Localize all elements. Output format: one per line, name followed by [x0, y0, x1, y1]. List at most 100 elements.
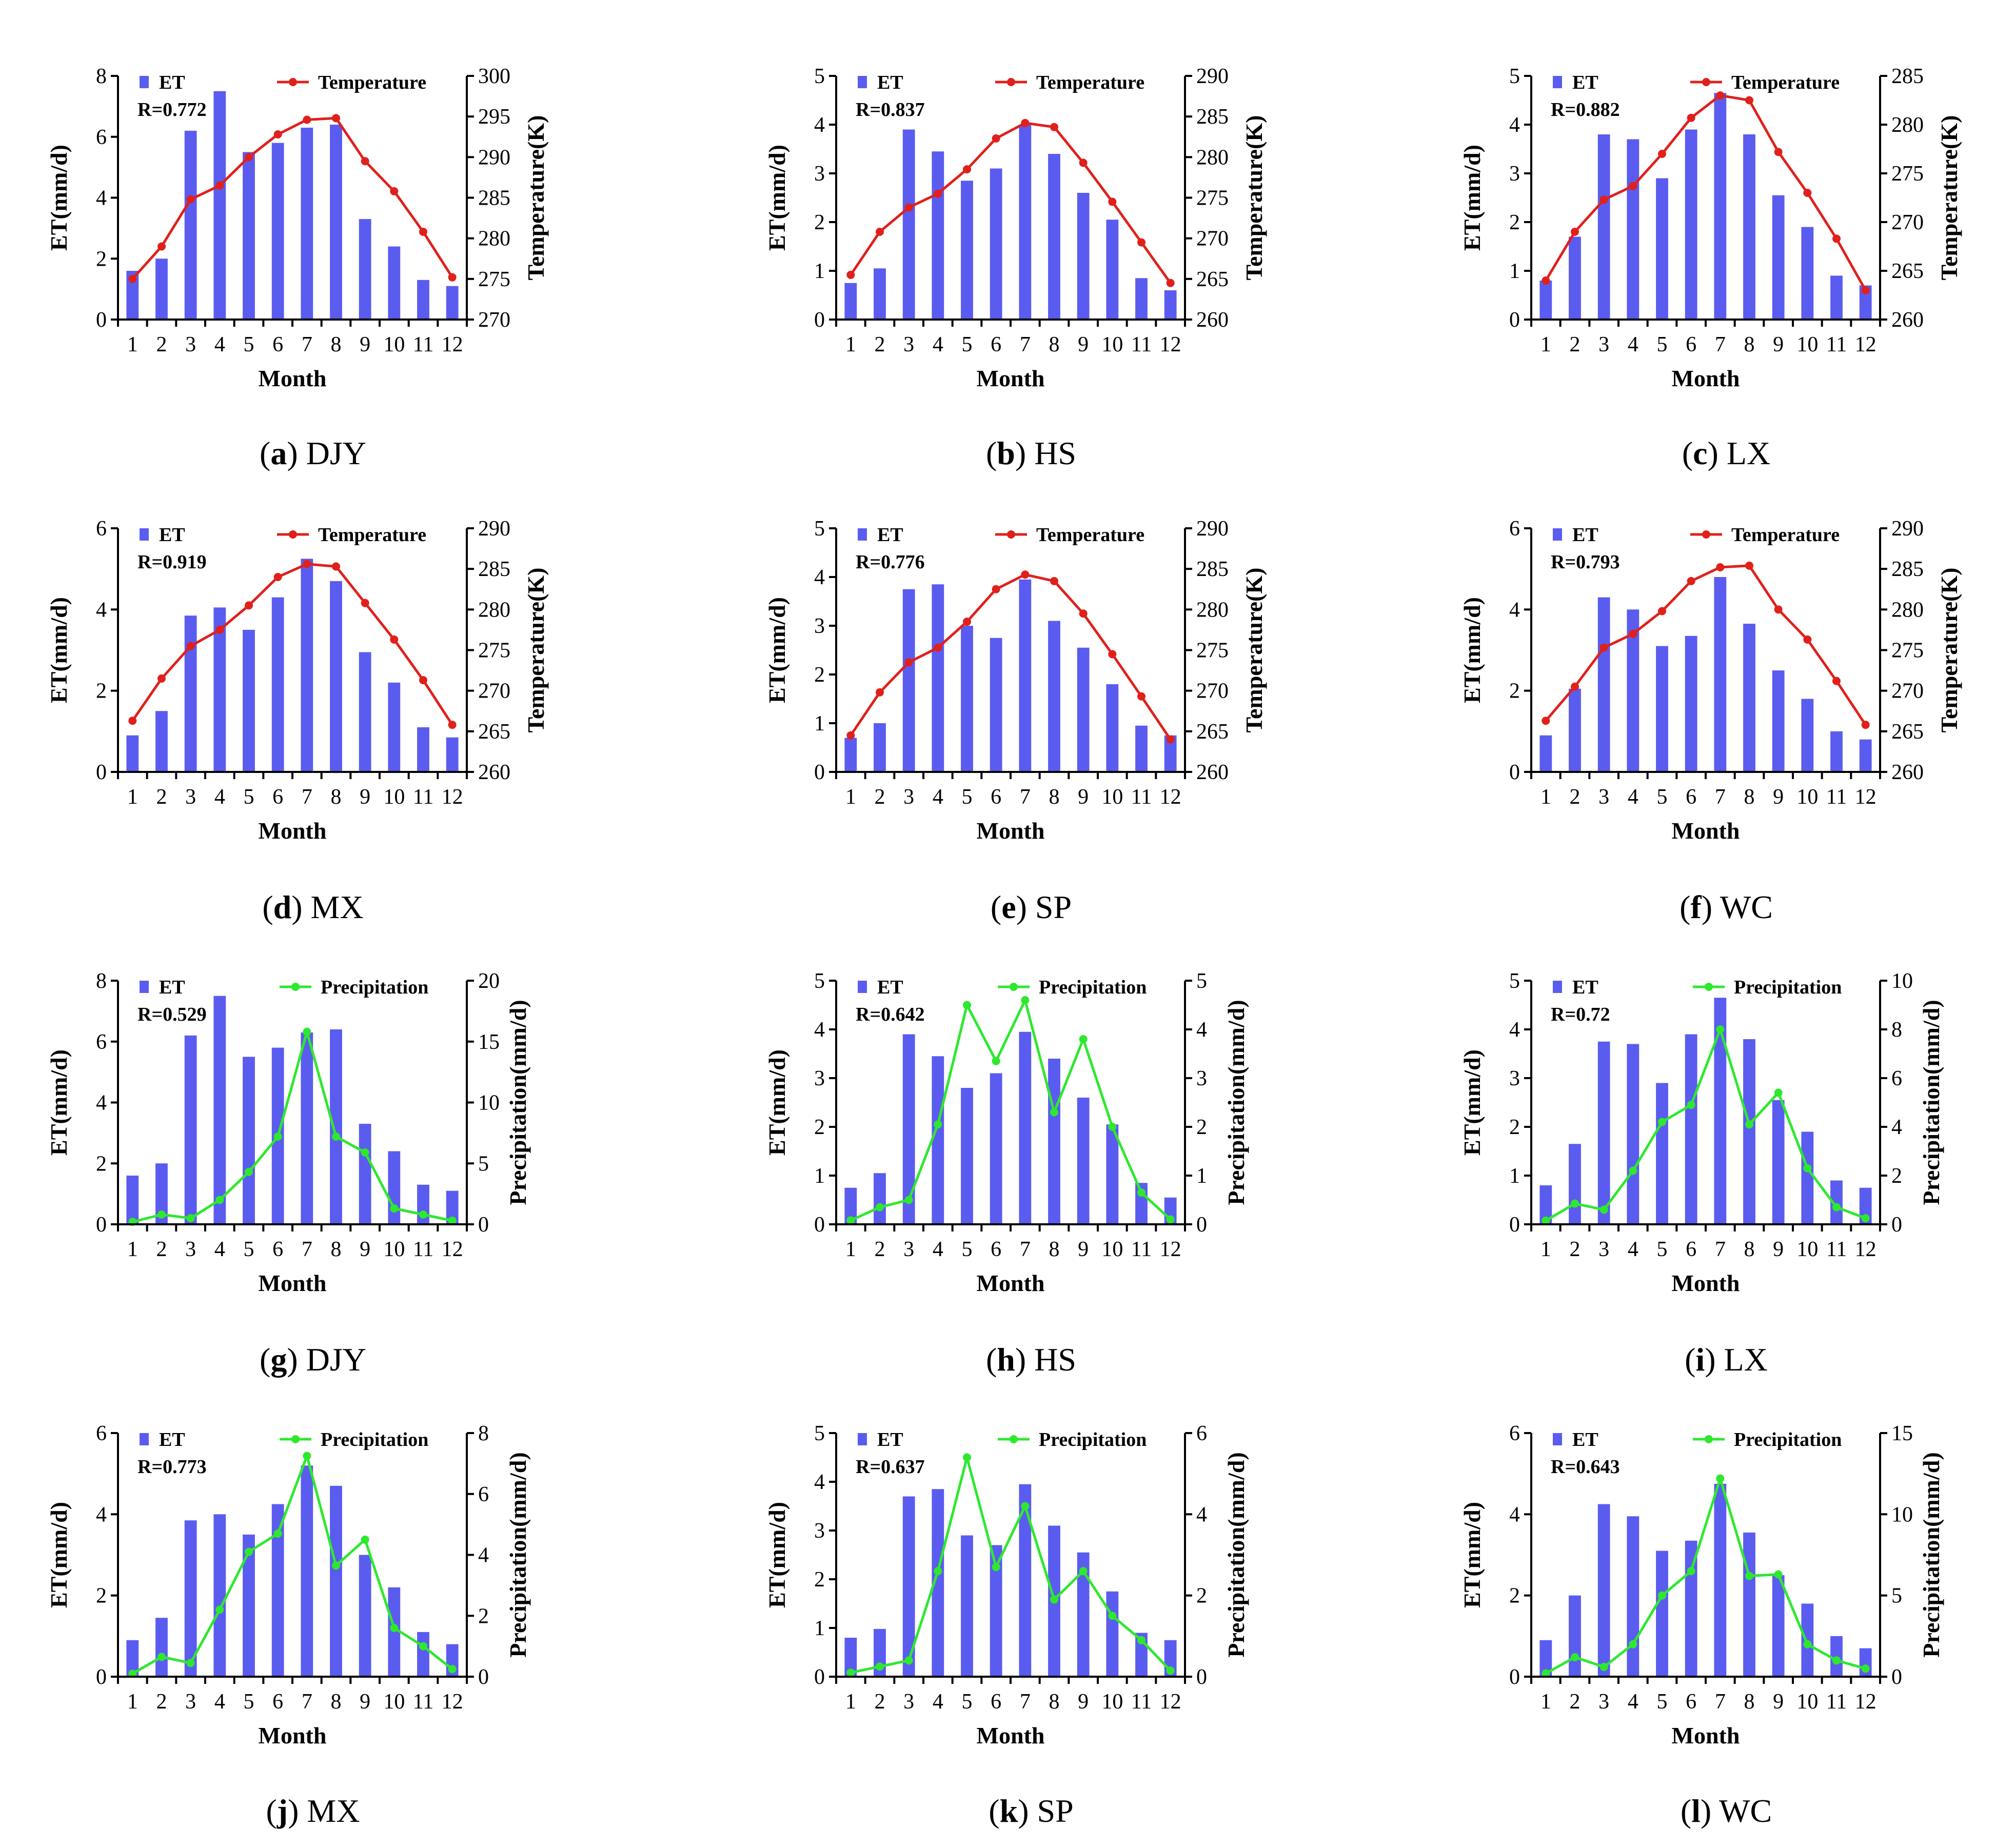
x-tick-label: 1 — [1540, 333, 1551, 356]
temperature-point — [1079, 609, 1088, 618]
et-bar — [1685, 129, 1697, 320]
precipitation-point — [1629, 1640, 1637, 1648]
et-bar — [388, 1151, 401, 1224]
et-bar — [1859, 739, 1872, 772]
legend-et-swatch — [858, 76, 867, 88]
caption-paren: ( — [1680, 889, 1690, 925]
legend-et-swatch — [140, 981, 149, 993]
y-axis-title-left: ET(mm/d) — [46, 1502, 72, 1608]
legend-et-label: ET — [877, 72, 903, 93]
x-tick-label: 12 — [1160, 1238, 1181, 1261]
temperature-point — [1658, 607, 1666, 615]
x-tick-label: 10 — [1101, 1238, 1123, 1261]
y-tick-label-left: 6 — [1509, 1422, 1520, 1445]
et-bar — [902, 589, 915, 772]
precipitation-point — [934, 1567, 942, 1576]
caption-site: SP — [1035, 889, 1072, 925]
y-tick-label-right: 285 — [1196, 558, 1229, 581]
y-tick-label-left: 1 — [1509, 260, 1520, 283]
caption-letter: e — [1001, 889, 1016, 925]
panel-caption: (j) MX — [266, 1793, 360, 1829]
temperature-line — [131, 116, 453, 280]
caption-site: SP — [1037, 1793, 1074, 1829]
x-tick-label: 3 — [185, 333, 196, 356]
temperature-point — [128, 274, 137, 283]
temperature-line — [850, 573, 1172, 741]
precipitation-point — [245, 1547, 253, 1556]
y-tick-label-right: 285 — [478, 558, 510, 581]
y-tick-label-left: 0 — [1509, 1213, 1520, 1237]
et-bar — [1772, 1100, 1785, 1224]
y-tick-label-left: 2 — [814, 1568, 825, 1592]
y-axis-title-left: ET(mm/d) — [1459, 597, 1485, 703]
x-tick-label: 8 — [1744, 1238, 1755, 1261]
caption-paren: ( — [262, 889, 273, 925]
legend-line-label: Precipitation — [1039, 1429, 1147, 1450]
y-tick-label-right: 4 — [1891, 1116, 1902, 1139]
x-tick-label: 5 — [1657, 1238, 1668, 1261]
y-axis-title-left: ET(mm/d) — [764, 1502, 790, 1608]
x-tick-label: 9 — [1078, 785, 1089, 809]
precipitation-point — [390, 1204, 399, 1213]
y-tick-label-left: 6 — [96, 126, 107, 149]
x-tick-label: 4 — [214, 333, 225, 356]
y-tick-label-right: 2 — [1891, 1164, 1902, 1188]
temperature-point — [1108, 197, 1117, 206]
x-tick-label: 3 — [1598, 785, 1609, 809]
y-tick-label-right: 260 — [1196, 761, 1229, 784]
et-bar — [330, 581, 342, 772]
precipitation-point — [1079, 1567, 1088, 1576]
caption-site: WC — [1720, 889, 1773, 925]
caption-paren: ( — [260, 435, 270, 471]
x-tick-label: 6 — [991, 1690, 1001, 1714]
et-bar — [155, 711, 168, 772]
x-tick-label: 7 — [1020, 1238, 1031, 1261]
et-bar — [1627, 139, 1639, 320]
y-axis-title-left: ET(mm/d) — [764, 597, 790, 703]
precipitation-point — [361, 1148, 369, 1157]
legend-line-marker — [1010, 983, 1018, 991]
r-value-label: R=0.837 — [856, 99, 925, 121]
x-axis-title: Month — [1672, 818, 1740, 844]
y-tick-label-right: 0 — [1891, 1213, 1902, 1237]
y-axis-title-left: ET(mm/d) — [764, 1049, 790, 1156]
caption-paren: ( — [266, 1793, 276, 1829]
et-bar — [155, 259, 168, 320]
caption-paren: ) — [1708, 435, 1727, 471]
y-tick-label-right: 270 — [1196, 227, 1229, 251]
temperature-point — [1599, 195, 1608, 204]
et-bar — [1019, 1031, 1032, 1224]
legend-line-label: Precipitation — [1039, 977, 1147, 998]
legend-line-label: Precipitation — [1734, 977, 1842, 998]
y-tick-label-right: 280 — [1196, 146, 1229, 169]
x-tick-label: 4 — [933, 1238, 943, 1261]
x-tick-label: 6 — [991, 1238, 1001, 1261]
et-bar — [1656, 1551, 1668, 1677]
x-tick-label: 7 — [302, 333, 312, 356]
caption-paren: ) — [1016, 889, 1035, 925]
x-tick-label: 11 — [413, 333, 433, 356]
y-tick-label-right: 275 — [478, 639, 510, 663]
et-bar — [184, 1520, 197, 1677]
y-axis-title-left: ET(mm/d) — [1459, 1502, 1485, 1608]
et-bar — [1830, 1180, 1843, 1224]
et-bar — [1048, 1059, 1060, 1224]
precipitation-point — [1137, 1636, 1145, 1644]
x-tick-label: 9 — [360, 785, 370, 809]
precipitation-point — [1166, 1666, 1175, 1675]
et-bar — [1772, 1575, 1785, 1677]
legend-line-marker — [1007, 530, 1015, 539]
x-tick-label: 6 — [991, 785, 1001, 809]
temperature-point — [1021, 570, 1030, 579]
precipitation-point — [1774, 1088, 1783, 1097]
temperature-point — [904, 203, 913, 212]
temperature-point — [1832, 677, 1841, 685]
precipitation-point — [1861, 1664, 1870, 1673]
precipitation-point — [273, 1529, 282, 1538]
et-bar — [1135, 278, 1148, 320]
panel-caption: (a) DJY — [260, 435, 366, 471]
temperature-point — [1571, 228, 1579, 236]
x-tick-label: 2 — [1570, 1690, 1581, 1714]
